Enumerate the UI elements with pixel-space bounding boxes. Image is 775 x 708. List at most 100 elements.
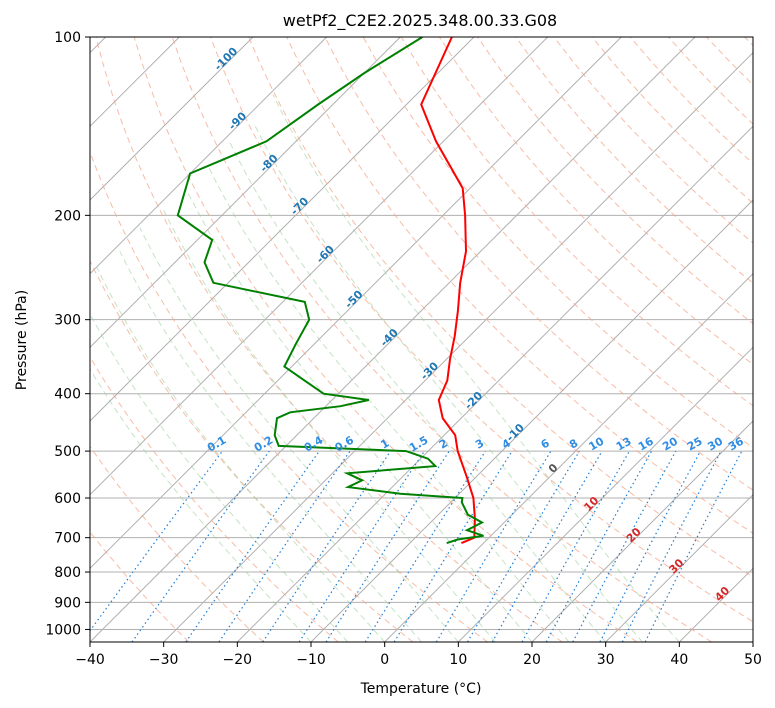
x-axis-label: Temperature (°C) xyxy=(360,681,482,697)
moist-adiabat xyxy=(253,123,643,642)
mixing-ratio-line xyxy=(90,450,223,632)
dry-adiabat xyxy=(286,37,753,534)
background-lines xyxy=(90,37,753,642)
moist-adiabat xyxy=(119,251,422,642)
isotherm-line xyxy=(90,37,401,349)
isotherm-label: -50 xyxy=(342,288,365,311)
y-axis: 100 200 300 400 500 600 700 800 900 1000 xyxy=(45,30,90,638)
dry-adiabat xyxy=(248,37,753,578)
dry-adiabat xyxy=(477,37,753,325)
x-tick-label: −20 xyxy=(223,652,253,668)
x-tick-label: 50 xyxy=(744,652,762,668)
y-tick-label: 600 xyxy=(54,491,81,507)
mixing-ratio-line xyxy=(644,450,743,642)
y-tick-label: 800 xyxy=(54,565,81,581)
dry-adiabat xyxy=(324,37,753,491)
isotherm-label: 10 xyxy=(581,494,601,514)
isotherm-label: -30 xyxy=(418,359,441,382)
mixing-ratio-line xyxy=(521,450,631,642)
series-temperature-line xyxy=(420,37,476,545)
moist-adiabat xyxy=(272,94,680,642)
mixing-ratio-line xyxy=(364,450,486,642)
mixing-ratio-label: 3 xyxy=(473,437,486,452)
isotherm-line xyxy=(90,37,475,422)
isotherm-line xyxy=(90,37,328,275)
mixing-ratio-line xyxy=(131,450,270,642)
dry-adiabat xyxy=(744,37,753,47)
isotherm-line xyxy=(384,272,753,642)
y-tick-label: 400 xyxy=(54,387,81,403)
x-axis: −40 −30 −20 −10 0 10 20 30 40 50 xyxy=(75,642,762,668)
dry-adiabat xyxy=(515,37,753,284)
dry-adiabat xyxy=(90,150,488,642)
y-tick-label: 200 xyxy=(54,208,81,224)
isotherm-line xyxy=(90,37,622,570)
mixing-ratio-line xyxy=(218,450,351,642)
x-tick-label: 40 xyxy=(670,652,688,668)
moist-adiabat xyxy=(162,208,496,642)
moist-adiabat xyxy=(207,165,570,642)
dry-adiabat xyxy=(171,37,712,642)
dry-adiabat xyxy=(90,445,264,642)
mixing-ratio-line xyxy=(545,450,653,642)
isotherm-label: -80 xyxy=(257,152,280,175)
y-tick-label: 1000 xyxy=(45,622,81,638)
x-tick-label: 30 xyxy=(597,652,615,668)
isotherm-line xyxy=(90,37,696,642)
isotherm-line xyxy=(236,125,753,642)
mixing-ratio-line xyxy=(262,450,392,642)
dry-adiabat xyxy=(210,37,753,623)
moist-adiabat xyxy=(90,368,312,642)
dry-adiabat xyxy=(438,37,753,366)
dry-adiabat xyxy=(553,37,753,244)
isotherm-line xyxy=(752,641,753,642)
dry-adiabat xyxy=(591,37,753,204)
moist-adiabat xyxy=(185,187,533,642)
isotherm-label: -100 xyxy=(212,44,241,73)
dry-adiabat xyxy=(133,37,638,642)
mixing-ratio-line xyxy=(298,450,425,642)
moist-adiabat xyxy=(90,312,349,642)
x-tick-label: −30 xyxy=(149,652,179,668)
moist-adiabat xyxy=(96,267,386,642)
dry-adiabat xyxy=(90,259,414,642)
mixing-ratio-line xyxy=(599,450,702,642)
x-tick-label: 20 xyxy=(523,652,541,668)
isotherm-label: 40 xyxy=(712,584,732,604)
isotherm-line xyxy=(457,346,753,642)
series-dewpoint-line xyxy=(176,37,485,545)
y-tick-label: 500 xyxy=(54,444,81,460)
isotherm-line xyxy=(678,567,753,642)
x-tick-label: 10 xyxy=(449,652,467,668)
y-tick-label: 700 xyxy=(54,531,81,547)
isotherm-line xyxy=(90,37,549,496)
y-tick-label: 300 xyxy=(54,313,81,329)
mixing-ratio-line xyxy=(185,450,320,642)
isotherm-line xyxy=(90,37,254,201)
isotherm-label: -40 xyxy=(378,326,401,349)
dry-adiabat xyxy=(95,37,563,642)
x-tick-label: 0 xyxy=(380,652,389,668)
isotherm-label: -90 xyxy=(226,109,249,132)
isotherm-line xyxy=(605,493,753,642)
isotherm-line xyxy=(163,51,753,642)
moist-adiabat xyxy=(139,227,459,642)
dry-adiabat xyxy=(706,37,753,86)
chart-title: wetPf2_C2E2.2025.348.00.33.G08 xyxy=(283,11,557,31)
mixing-ratio-line xyxy=(435,450,552,642)
isotherm-label: -70 xyxy=(288,194,311,217)
mixing-ratio-line xyxy=(572,450,677,642)
isotherm-label: 30 xyxy=(666,556,686,576)
dry-adiabat xyxy=(668,37,753,125)
isotherm-label: -60 xyxy=(314,242,337,265)
isotherm-line xyxy=(531,420,753,642)
x-tick-label: −40 xyxy=(75,652,105,668)
isotherm-label: -20 xyxy=(462,389,485,412)
mixing-ratio-label: 8 xyxy=(567,437,580,452)
isotherm-label: 20 xyxy=(624,525,644,545)
mixing-ratio-label: 6 xyxy=(539,436,552,451)
series-layer xyxy=(176,37,485,545)
y-tick-label: 100 xyxy=(54,30,81,46)
moist-adiabat xyxy=(228,141,607,642)
